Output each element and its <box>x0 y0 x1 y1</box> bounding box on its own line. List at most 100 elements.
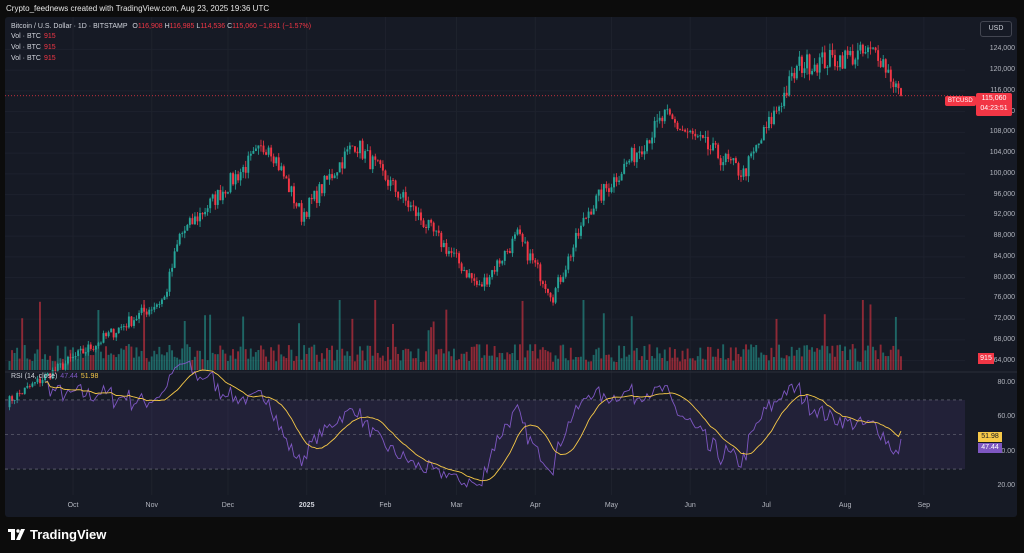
currency-button[interactable]: USD <box>980 21 1012 37</box>
volume-bar <box>767 360 770 370</box>
volume-bar <box>783 358 786 370</box>
volume-bar <box>287 345 290 370</box>
volume-bar <box>760 352 763 370</box>
candle-body <box>112 328 115 338</box>
candle-body <box>219 189 222 201</box>
volume-bar <box>874 350 877 370</box>
candle-body <box>602 184 605 201</box>
volume-bar <box>531 351 534 370</box>
candle-body <box>714 143 717 145</box>
candle-body <box>894 83 897 88</box>
volume-bar <box>582 300 585 370</box>
candle-body <box>572 247 575 257</box>
symbol-name[interactable]: Bitcoin / U.S. Dollar · 1D · BITSTAMP <box>11 23 128 30</box>
price-tick-label: 88,000 <box>993 232 1015 240</box>
volume-legend[interactable]: Vol · BTC 915 <box>11 33 56 40</box>
candle-body <box>234 174 237 185</box>
volume-bar <box>216 354 219 370</box>
chart-panel[interactable] <box>5 17 1017 517</box>
volume-bar <box>427 330 430 370</box>
volume-bar <box>653 358 656 370</box>
candlestick-chart[interactable] <box>5 17 1017 517</box>
volume-bar <box>590 361 593 370</box>
candle-body <box>506 250 509 252</box>
candle-body <box>610 187 613 192</box>
volume-bar <box>633 350 636 370</box>
candle-body <box>854 59 857 65</box>
candle-body <box>620 173 623 181</box>
candle-body <box>775 110 778 112</box>
volume-bar <box>613 361 615 370</box>
tradingview-logo[interactable]: TradingView <box>8 527 106 542</box>
volume-bar <box>351 318 354 370</box>
volume-bar <box>529 344 532 370</box>
volume-bar <box>447 351 450 370</box>
candle-body <box>56 363 59 371</box>
candle-body <box>328 174 331 180</box>
rsi-legend[interactable]: RSI (14, close) 47.44 51.98 <box>11 373 98 380</box>
volume-bar <box>249 348 252 370</box>
volume-legend[interactable]: Vol · BTC 915 <box>11 55 56 62</box>
volume-bar <box>112 354 115 370</box>
volume-bar <box>569 347 572 370</box>
volume-bar <box>270 347 273 370</box>
volume-bar <box>689 358 692 370</box>
candle-body <box>389 180 392 186</box>
candle-body <box>793 72 796 79</box>
candle-body <box>470 273 473 279</box>
volume-bar <box>407 348 410 370</box>
candle-body <box>138 312 141 319</box>
candle-body <box>209 198 212 209</box>
symbol-price-tag: BTCUSD <box>945 96 976 106</box>
candle-body <box>676 122 679 130</box>
candle-body <box>557 277 560 289</box>
volume-legend[interactable]: Vol · BTC 915 <box>11 44 56 51</box>
volume-bar <box>221 349 224 370</box>
volume-bar <box>864 350 867 370</box>
volume-bar <box>163 355 166 370</box>
price-tick-label: 76,000 <box>993 294 1015 302</box>
candle-body <box>691 130 694 134</box>
candle-body <box>460 263 463 271</box>
candle-body <box>188 218 191 225</box>
candle-body <box>369 150 372 170</box>
volume-bar <box>110 353 113 370</box>
volume-bar <box>785 355 788 370</box>
candle-body <box>592 208 595 215</box>
candle-body <box>752 151 755 154</box>
time-tick-label: Jun <box>684 502 696 509</box>
candle-body <box>407 200 410 208</box>
candle-body <box>585 217 588 219</box>
candle-body <box>790 72 793 77</box>
volume-bar <box>425 351 427 370</box>
created-by-line: Crypto_feednews created with TradingView… <box>6 4 270 13</box>
volume-bar <box>800 356 803 370</box>
candle-body <box>742 168 745 177</box>
volume-bar <box>541 347 544 370</box>
volume-bar <box>417 348 420 370</box>
volume-bar <box>714 356 717 370</box>
volume-bar <box>894 316 897 370</box>
candle-body <box>221 191 224 201</box>
candle-body <box>300 203 303 222</box>
candle-body <box>486 277 488 285</box>
candle-body <box>326 175 328 180</box>
high-label: H <box>164 23 170 30</box>
candle-body <box>732 158 735 161</box>
volume-bar <box>534 344 537 370</box>
volume-bar <box>353 361 356 370</box>
volume-bar <box>610 357 613 370</box>
candle-body <box>145 311 148 315</box>
volume-bar <box>752 347 755 370</box>
volume-bar <box>585 359 587 370</box>
candle-body <box>798 56 801 66</box>
volume-bar <box>808 349 811 370</box>
candle-body <box>244 166 247 173</box>
symbol-legend[interactable]: Bitcoin / U.S. Dollar · 1D · BITSTAMP O1… <box>11 21 311 32</box>
volume-bar <box>757 357 760 370</box>
volume-bar <box>315 354 318 370</box>
volume-bar <box>166 352 168 370</box>
volume-bar <box>539 349 542 370</box>
volume-bar <box>74 356 77 370</box>
candle-body <box>783 92 786 107</box>
